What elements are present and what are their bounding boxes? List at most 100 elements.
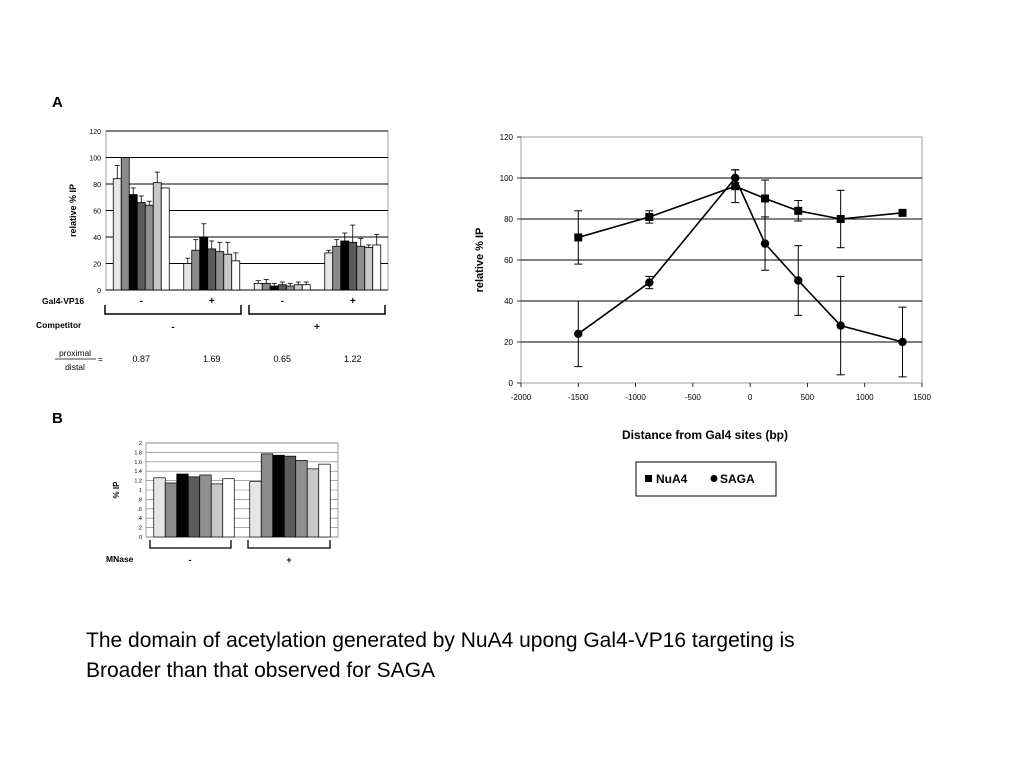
group-bracket: [149, 540, 232, 549]
x-tick-label: 0: [748, 393, 753, 402]
y-tick-label: .6: [137, 507, 142, 513]
row-value: +: [209, 296, 215, 307]
x-tick-label: -500: [685, 393, 702, 402]
y-tick-label: .4: [137, 516, 142, 522]
group-bracket: [247, 540, 331, 549]
ratio-value: 1.69: [203, 354, 221, 364]
y-axis-label: relative % IP: [68, 184, 78, 237]
ratio-numerator: proximal: [59, 348, 91, 358]
y-tick-label: 40: [93, 235, 101, 242]
row-value: +: [314, 322, 320, 333]
bar: [187, 476, 201, 538]
y-tick-label: 100: [500, 174, 514, 183]
bar: [210, 483, 224, 538]
y-tick-label: 1.8: [134, 450, 142, 456]
data-point-nua4: [898, 208, 907, 217]
row-value: +: [286, 555, 291, 565]
ratio-value: 0.87: [132, 354, 150, 364]
row-value: -: [189, 555, 192, 565]
y-tick-label: 80: [93, 182, 101, 189]
bar: [199, 474, 212, 538]
y-tick-label: 120: [89, 129, 101, 136]
legend-marker-nua4: [645, 475, 652, 482]
x-tick-label: 1000: [856, 393, 874, 402]
ratio-equals: =: [98, 354, 103, 364]
legend-label-saga: SAGA: [720, 472, 755, 486]
x-tick-label: -2000: [511, 393, 532, 402]
x-tick-label: 500: [801, 393, 815, 402]
data-point-saga: [645, 278, 654, 287]
y-tick-label: .8: [137, 497, 142, 503]
row-value: -: [171, 322, 174, 333]
row-value: -: [281, 296, 284, 307]
y-axis-label: relative % IP: [474, 228, 486, 293]
y-tick-label: 20: [504, 338, 513, 347]
row-label-competitor: Competitor: [36, 320, 82, 330]
caption-line-2: Broader than that observed for SAGA: [86, 659, 436, 682]
data-point-saga: [898, 337, 907, 347]
data-point-nua4: [794, 206, 803, 215]
caption: The domain of acetylation generated by N…: [86, 626, 986, 686]
bar: [318, 463, 331, 538]
row-label-mnase: MNase: [106, 554, 134, 564]
y-tick-label: 40: [504, 297, 513, 306]
y-tick-label: 120: [500, 133, 514, 142]
row-label-gal4-vp16: Gal4-VP16: [42, 296, 84, 306]
y-tick-label: 0: [97, 288, 101, 295]
data-point-nua4: [574, 233, 583, 242]
data-point-saga: [836, 321, 845, 330]
row-value: +: [350, 296, 356, 307]
group-bracket: [104, 305, 242, 315]
panel-b-letter: B: [52, 410, 63, 427]
data-point-nua4: [761, 194, 770, 203]
bar: [153, 477, 166, 538]
x-axis-label: Distance from Gal4 sites (bp): [622, 428, 788, 442]
caption-line-1: The domain of acetylation generated by N…: [86, 629, 795, 652]
panel-a-letter: A: [52, 94, 63, 111]
data-point-nua4: [645, 212, 654, 221]
x-tick-label: -1500: [568, 393, 589, 402]
y-axis-label: % IP: [112, 481, 121, 499]
bar: [295, 460, 308, 538]
bar: [260, 453, 274, 538]
y-tick-label: 2: [139, 441, 142, 447]
bar: [176, 473, 189, 538]
y-tick-label: 100: [89, 156, 101, 163]
legend-box: [635, 461, 777, 497]
bar: [283, 455, 297, 538]
legend-marker-saga: [710, 475, 718, 482]
data-point-saga: [574, 329, 583, 338]
bar: [249, 481, 262, 538]
y-tick-label: 0: [509, 379, 514, 388]
bar: [306, 468, 320, 538]
y-tick-label: 60: [93, 209, 101, 216]
y-tick-label: 1.2: [134, 479, 142, 485]
x-tick-label: 1500: [913, 393, 931, 402]
data-point-saga: [731, 173, 740, 183]
bar: [272, 454, 285, 538]
y-tick-label: 80: [504, 215, 513, 224]
bar: [164, 482, 178, 538]
data-point-saga: [794, 276, 803, 285]
y-tick-label: 0: [139, 535, 142, 541]
y-tick-label: 1.4: [134, 469, 142, 475]
group-bracket: [248, 305, 386, 315]
data-point-saga: [760, 239, 770, 248]
data-point-nua4: [836, 215, 845, 223]
legend-label-nua4: NuA4: [656, 472, 688, 486]
bar: [222, 478, 235, 538]
y-tick-label: 1.6: [134, 460, 142, 466]
y-tick-label: 20: [93, 262, 101, 269]
y-tick-label: 1: [139, 488, 142, 494]
x-tick-label: -1000: [625, 393, 646, 402]
bar: [160, 187, 170, 291]
row-value: -: [140, 296, 143, 307]
ratio-value: 1.22: [344, 354, 362, 364]
ratio-denominator: distal: [65, 362, 85, 372]
ratio-value: 0.65: [273, 354, 291, 364]
y-tick-label: 60: [504, 256, 513, 265]
y-tick-label: .2: [137, 526, 142, 532]
